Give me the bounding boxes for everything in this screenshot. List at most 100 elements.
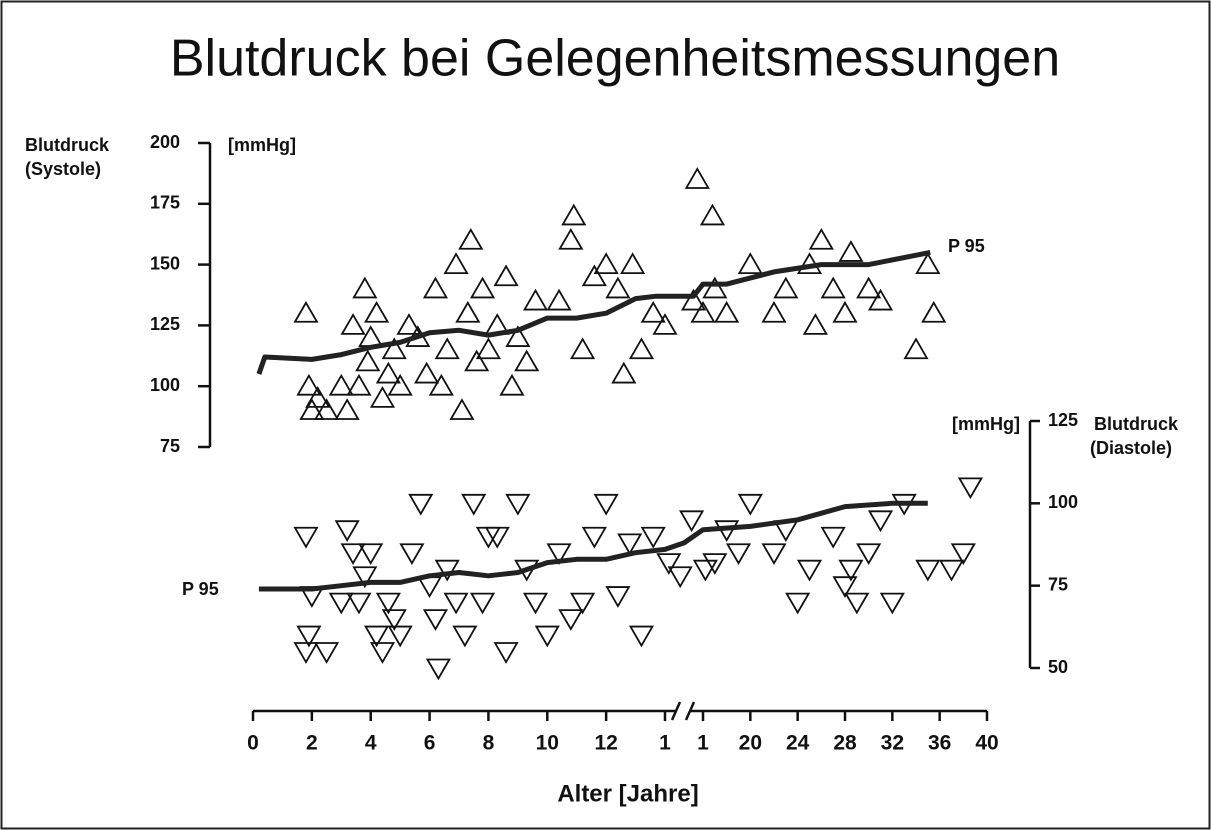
data-point <box>737 493 763 516</box>
data-point <box>352 566 378 589</box>
data-point <box>328 592 354 615</box>
data-point <box>640 526 666 549</box>
data-point <box>364 300 390 323</box>
y-tick-label: 150 <box>150 253 180 273</box>
annotation: P 95 <box>948 236 985 256</box>
data-point <box>838 240 864 262</box>
data-point <box>838 559 864 582</box>
data-point <box>358 543 384 566</box>
data-point <box>856 276 882 299</box>
data-point <box>702 553 728 575</box>
data-point <box>469 592 496 615</box>
data-point <box>570 337 596 360</box>
data-point <box>505 325 531 347</box>
x-tick-label: 1 <box>659 732 671 755</box>
data-point <box>640 300 666 323</box>
data-point <box>381 609 407 631</box>
data-point <box>903 337 929 360</box>
y-tick-label: 175 <box>150 193 180 213</box>
data-point <box>425 658 451 681</box>
y-axis-unit: [mmHg] <box>228 135 296 155</box>
data-point <box>493 264 519 287</box>
data-point <box>628 337 655 360</box>
data-point <box>428 373 454 396</box>
data-point <box>611 361 637 384</box>
y2-axis-unit: [mmHg] <box>952 414 1020 434</box>
data-point <box>802 313 828 335</box>
x-tick-label: 24 <box>786 732 810 755</box>
data-point <box>414 361 440 384</box>
data-point <box>546 288 572 311</box>
data-point <box>820 526 846 549</box>
x-tick-label: 1 <box>697 732 709 755</box>
annotation: P 95 <box>182 579 219 599</box>
x-tick-label: 8 <box>483 732 495 755</box>
data-point <box>652 313 678 335</box>
x-tick-label: 28 <box>833 732 857 755</box>
y-tick-label: 200 <box>150 132 180 152</box>
data-point <box>346 373 372 396</box>
data-point <box>464 349 490 372</box>
data-point <box>296 373 322 396</box>
data-point <box>617 533 643 556</box>
data-point <box>867 288 894 311</box>
x-tick-label: 2 <box>306 732 318 755</box>
percentile-line <box>258 500 928 592</box>
x-tick-label: 12 <box>594 732 617 755</box>
data-point <box>714 300 740 323</box>
data-point <box>820 276 846 299</box>
data-point <box>422 609 449 631</box>
data-point <box>443 592 469 615</box>
data-point <box>699 203 726 226</box>
data-point <box>334 520 360 542</box>
x-tick-label: 10 <box>536 732 559 755</box>
data-point <box>305 386 331 408</box>
data-point <box>605 276 631 299</box>
data-point <box>375 361 401 384</box>
data-point <box>570 592 596 615</box>
y-axis-label: Blutdruck <box>25 135 110 155</box>
data-point <box>856 543 882 566</box>
data-point <box>293 300 319 323</box>
data-point <box>369 642 396 664</box>
x-tick-label: 40 <box>975 732 998 755</box>
data-point <box>293 642 319 664</box>
x-tick-label: 20 <box>739 732 762 755</box>
data-point <box>620 252 646 275</box>
data-point <box>773 276 799 299</box>
data-point <box>358 325 384 347</box>
y2-tick-label: 75 <box>1048 574 1068 594</box>
x-tick-label: 4 <box>365 732 377 755</box>
y2-axis-label: (Diastole) <box>1090 438 1172 458</box>
data-point <box>808 227 834 250</box>
data-point <box>558 609 584 631</box>
data-point <box>455 300 481 323</box>
x-tick-label: 32 <box>881 732 904 755</box>
y-tick-label: 100 <box>150 375 180 395</box>
data-point <box>785 592 811 615</box>
data-point <box>434 337 460 360</box>
data-point <box>293 526 319 549</box>
data-point <box>443 252 469 275</box>
data-point <box>522 288 549 311</box>
data-point <box>667 566 693 589</box>
data-point <box>950 543 976 566</box>
data-point <box>352 276 378 299</box>
data-point <box>364 625 390 648</box>
data-point <box>458 227 484 250</box>
data-point <box>461 493 487 516</box>
data-point <box>690 300 716 323</box>
data-point <box>387 373 413 396</box>
data-point <box>593 252 619 275</box>
y2-tick-label: 125 <box>1048 410 1078 430</box>
data-point <box>484 526 510 549</box>
data-point <box>452 625 478 648</box>
data-point <box>605 586 631 608</box>
data-point <box>702 276 728 299</box>
y2-axis-label: Blutdruck <box>1094 414 1179 434</box>
data-point <box>369 386 396 408</box>
data-point <box>514 349 540 372</box>
data-point <box>355 349 381 372</box>
data-point <box>334 398 360 420</box>
